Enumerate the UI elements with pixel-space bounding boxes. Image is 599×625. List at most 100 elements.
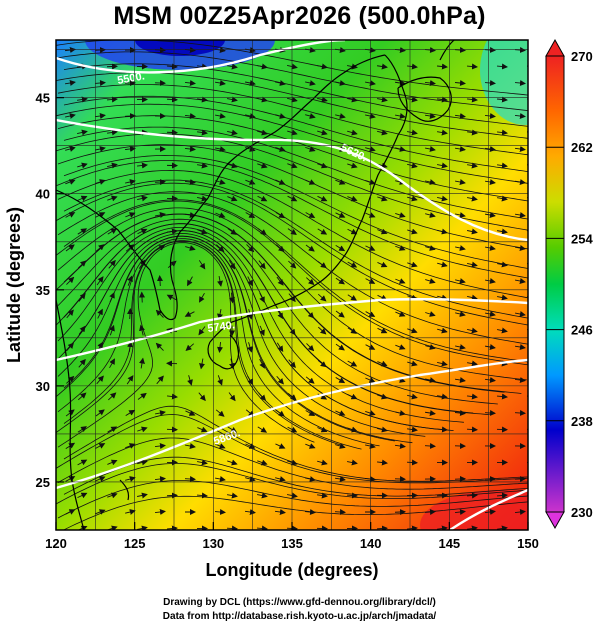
wind-arrow xyxy=(187,375,193,386)
colorbar-ticks: 270 262 254 246 238 230 xyxy=(546,49,593,520)
wind-arrow xyxy=(65,212,76,218)
wind-arrow xyxy=(365,410,376,416)
contour-5620 xyxy=(56,118,528,242)
wind-arrow xyxy=(256,525,268,530)
wind-arrow xyxy=(496,228,508,235)
wind-arrow xyxy=(305,179,316,185)
wind-arrow xyxy=(184,146,196,152)
wind-arrow xyxy=(107,162,118,169)
contour-5860 xyxy=(56,358,528,490)
streamline xyxy=(56,103,528,184)
wind-arrow xyxy=(455,311,466,317)
wind-arrow xyxy=(217,341,223,353)
streamline xyxy=(57,51,528,112)
wind-arrow xyxy=(244,509,256,515)
wind-arrow xyxy=(227,459,238,466)
wind-arrow xyxy=(425,212,436,218)
wind-arrow xyxy=(275,443,286,449)
wind-arrow xyxy=(317,360,327,368)
wind-arrow xyxy=(136,162,148,169)
wind-arrow xyxy=(484,344,496,350)
wind-arrow xyxy=(466,426,478,433)
wind-arrow xyxy=(275,476,286,482)
wind-arrow xyxy=(64,80,76,86)
china-coast xyxy=(56,299,85,530)
wind-arrow xyxy=(306,310,315,319)
wind-arrow xyxy=(466,129,478,136)
wind-arrow xyxy=(247,276,253,287)
colorbar-bottom-arrow xyxy=(545,511,565,530)
wind-arrow xyxy=(154,443,166,449)
wind-arrow xyxy=(137,228,148,235)
wind-arrow xyxy=(347,327,357,334)
wind-arrow xyxy=(454,377,466,383)
wind-arrow xyxy=(406,426,418,433)
streamline xyxy=(57,115,528,202)
wind-arrow xyxy=(257,129,268,136)
temperature-field: 5500. 5620. 5740. 5860. xyxy=(56,40,528,530)
wind-arrow xyxy=(395,278,406,284)
y-axis-ticks: 25 30 35 40 45 xyxy=(36,91,64,490)
wind-arrow xyxy=(94,80,106,86)
wind-arrow xyxy=(407,327,418,334)
wind-arrow xyxy=(365,278,376,284)
streamline xyxy=(57,191,528,345)
wind-arrow xyxy=(77,228,88,235)
wind-arrow xyxy=(365,113,376,119)
wind-arrow xyxy=(335,277,345,285)
wind-arrow xyxy=(198,260,206,270)
wind-arrow xyxy=(276,375,284,385)
wind-arrow xyxy=(437,261,448,268)
colorbar-tick-label: 246 xyxy=(571,323,593,338)
wind-arrow xyxy=(454,509,466,515)
wind-arrow xyxy=(274,509,286,515)
streamline xyxy=(63,154,528,269)
wind-arrow xyxy=(466,492,478,499)
colorbar: 270 262 254 246 238 230 xyxy=(545,38,593,530)
wind-arrow xyxy=(455,179,466,185)
wind-arrow xyxy=(496,63,508,70)
wind-arrow xyxy=(196,96,208,103)
colorbar-tick-label: 270 xyxy=(571,49,593,64)
wind-arrow xyxy=(245,443,256,449)
wind-arrow xyxy=(94,113,106,119)
wind-arrow xyxy=(166,393,178,400)
wind-arrow xyxy=(395,113,406,119)
wind-arrow xyxy=(226,63,238,70)
wind-arrow xyxy=(347,294,358,301)
wind-arrow xyxy=(275,244,285,252)
wind-arrow xyxy=(306,277,315,286)
wind-arrow xyxy=(154,476,166,482)
wind-arrow xyxy=(166,228,178,235)
wind-arrow xyxy=(66,309,74,319)
wind-arrow xyxy=(317,63,328,70)
wind-arrow xyxy=(365,311,376,317)
wind-arrow xyxy=(484,179,496,185)
wind-arrow xyxy=(514,245,526,251)
x-axis-ticks: 120 125 130 135 140 145 150 xyxy=(45,522,539,551)
wind-arrow xyxy=(347,393,358,400)
wind-arrow xyxy=(276,309,284,320)
wind-arrow xyxy=(376,63,388,70)
wind-arrow xyxy=(137,392,147,400)
wind-arrow xyxy=(214,80,226,86)
wind-arrow xyxy=(317,459,328,466)
wind-arrow xyxy=(305,146,316,152)
wind-arrow xyxy=(365,443,376,449)
colorbar-body xyxy=(545,55,565,513)
wind-arrow xyxy=(347,96,358,103)
wind-arrow xyxy=(139,357,145,369)
wind-arrow xyxy=(78,325,86,335)
wind-arrow xyxy=(365,179,376,185)
wind-arrow xyxy=(187,276,193,287)
wind-arrow xyxy=(258,392,267,401)
wind-arrow xyxy=(515,311,526,317)
wind-arrow xyxy=(95,212,106,218)
wind-arrow xyxy=(305,376,315,384)
wind-arrow xyxy=(156,375,164,385)
wind-arrow xyxy=(514,344,526,350)
wind-arrow xyxy=(155,245,166,251)
streamline xyxy=(57,207,527,381)
wind-arrow xyxy=(436,525,448,530)
wind-arrow xyxy=(126,375,134,385)
